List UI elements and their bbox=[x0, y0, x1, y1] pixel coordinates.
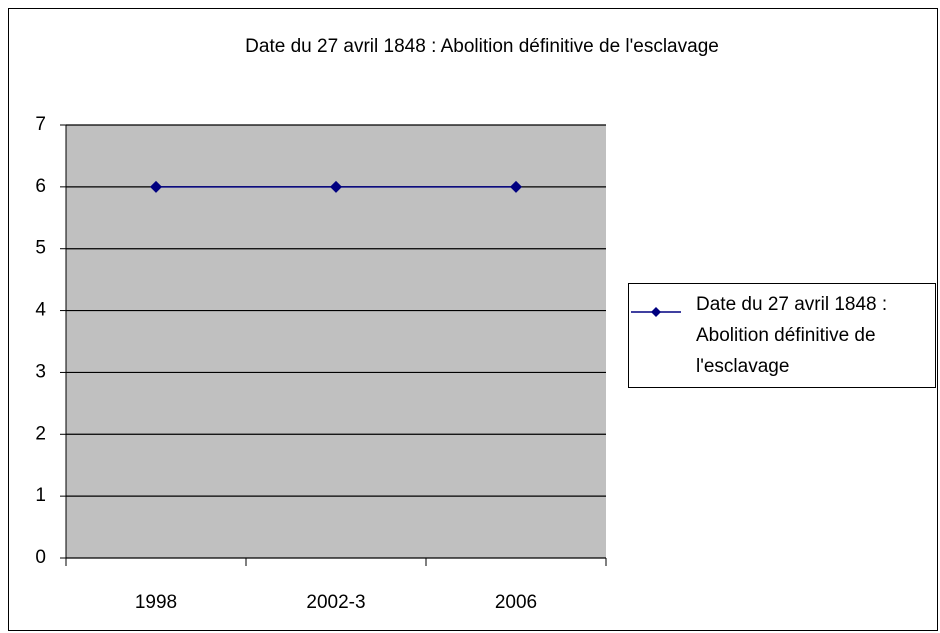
y-tick-label: 2 bbox=[35, 423, 46, 444]
x-tick-label: 1998 bbox=[135, 592, 177, 613]
x-tick-label: 2006 bbox=[495, 592, 537, 613]
x-tick-label: 2002-3 bbox=[306, 592, 365, 613]
chart-title: Date du 27 avril 1848 : Abolition défini… bbox=[245, 36, 719, 57]
legend-label: Date du 27 avril 1848 : Abolition défini… bbox=[696, 294, 888, 377]
legend: Date du 27 avril 1848 : Abolition défini… bbox=[628, 283, 936, 388]
data-point bbox=[510, 180, 522, 193]
y-tick-label: 1 bbox=[35, 485, 46, 506]
y-tick-label: 7 bbox=[35, 114, 46, 135]
plot-area bbox=[66, 125, 606, 558]
y-tick-label: 3 bbox=[35, 361, 46, 382]
data-point bbox=[330, 180, 342, 193]
y-tick-label: 4 bbox=[35, 300, 46, 321]
legend-symbol bbox=[631, 307, 681, 317]
data-point bbox=[150, 180, 162, 193]
y-tick-label: 6 bbox=[35, 176, 46, 197]
legend-marker bbox=[651, 307, 661, 317]
y-tick-label: 5 bbox=[35, 238, 46, 259]
y-tick-label: 0 bbox=[35, 547, 46, 568]
